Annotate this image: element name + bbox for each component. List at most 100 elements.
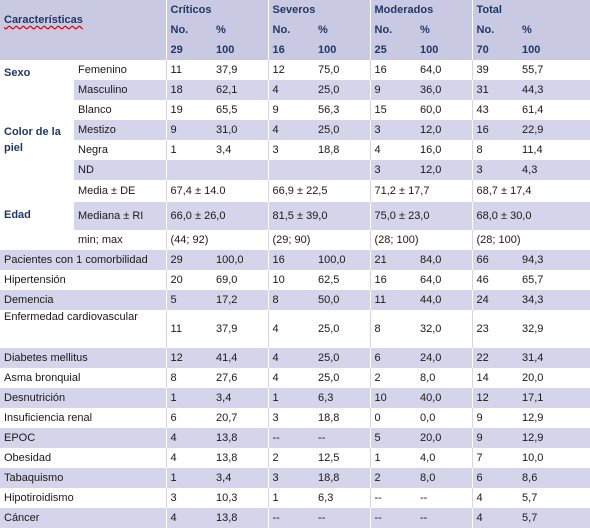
table-cell: 39 <box>471 60 519 80</box>
table-cell: 84,0 <box>416 250 473 270</box>
table-cell: 4 <box>165 508 213 528</box>
table-cell: 16 <box>471 120 519 140</box>
table-cell: 81,5 ± 39,0 <box>267 202 371 230</box>
total-pct-moderados: 100 <box>416 40 473 60</box>
table-cell <box>165 160 213 180</box>
row-label: EPOC <box>0 428 167 448</box>
table-cell: 66,9 ± 22,5 <box>267 180 371 202</box>
total-pct-total: 100 <box>518 40 590 60</box>
row-label: Demencia <box>0 290 167 310</box>
row-label: Diabetes mellitus <box>0 348 167 368</box>
table-cell: 10,0 <box>518 448 590 468</box>
table-cell: 2 <box>369 468 417 488</box>
table-cell: 60,0 <box>416 100 473 120</box>
table-cell: 66 <box>471 250 519 270</box>
row-label: Desnutrición <box>0 388 167 408</box>
table-cell: 12 <box>267 60 315 80</box>
table-row: Insuficiencia renal 6 20,7 3 18,8 0 0,0 … <box>0 408 590 428</box>
table-cell: 11 <box>165 60 213 80</box>
table-cell: 25,0 <box>314 120 371 140</box>
table-cell: (29; 90) <box>267 230 371 250</box>
group-label: Sexo <box>4 68 31 78</box>
total-n-total: 70 <box>471 40 519 60</box>
table-row: Obesidad 4 13,8 2 12,5 1 4,0 7 10,0 <box>0 448 590 468</box>
table-cell: 3 <box>369 160 417 180</box>
table-cell: 5,7 <box>518 508 590 528</box>
table-cell: (28; 100) <box>369 230 473 250</box>
table-cell: 3 <box>267 468 315 488</box>
table-cell: 12 <box>471 388 519 408</box>
table-cell: 71,2 ± 17,7 <box>369 180 473 202</box>
table-cell: 34,3 <box>518 290 590 310</box>
total-n-severos: 16 <box>267 40 315 60</box>
table-cell: 4 <box>369 140 417 160</box>
table-cell: 61,4 <box>518 100 590 120</box>
table-cell: 11 <box>369 290 417 310</box>
group-color-piel: Color de la piel <box>0 100 74 180</box>
table-cell: 20,0 <box>416 428 473 448</box>
header-no: No. <box>471 20 519 40</box>
table-cell: 8 <box>471 140 519 160</box>
table-row: Sexo Femenino 11 37,9 12 75,0 16 64,0 39… <box>0 60 590 100</box>
table-cell: 4 <box>471 508 519 528</box>
table-cell: 12 <box>165 348 213 368</box>
caracteristicas-label: Características <box>4 14 83 26</box>
table-cell: 1 <box>165 140 213 160</box>
total-pct-severos: 100 <box>314 40 371 60</box>
header-group-total: Total <box>471 0 590 20</box>
table-cell: 44,0 <box>416 290 473 310</box>
table-cell: 43 <box>471 100 519 120</box>
table-cell: 24 <box>471 290 519 310</box>
table-cell: 18,8 <box>314 140 371 160</box>
group-label: Edad <box>4 209 31 221</box>
table-cell: 0,0 <box>416 408 473 428</box>
table-cell: 62,1 <box>212 80 269 100</box>
table-cell: 8 <box>267 290 315 310</box>
table-cell <box>314 160 371 180</box>
table-cell: 1 <box>165 468 213 488</box>
table-cell: 10 <box>267 270 315 290</box>
row-label: Obesidad <box>0 448 167 468</box>
table-cell: 3 <box>267 140 315 160</box>
row-label: Blanco <box>74 100 167 120</box>
table-cell: 2 <box>369 368 417 388</box>
header-group-criticos: Críticos <box>165 0 269 20</box>
row-label: Mediana ± RI <box>74 202 167 230</box>
table-cell: 100,0 <box>314 250 371 270</box>
table-cell: 55,7 <box>518 60 590 80</box>
row-label: Hipertensión <box>0 270 167 290</box>
table-cell: 5,7 <box>518 488 590 508</box>
row-label: ND <box>74 160 167 180</box>
header-pct: % <box>212 20 269 40</box>
table-cell: 3 <box>471 160 519 180</box>
table-cell: 4 <box>267 80 315 100</box>
table-cell: 16,0 <box>416 140 473 160</box>
table-cell: 14 <box>471 368 519 388</box>
table-cell: 5 <box>165 290 213 310</box>
row-label: Enfermedad cardiovascular <box>0 310 167 348</box>
table-cell: 31,4 <box>518 348 590 368</box>
table-cell: 9 <box>267 100 315 120</box>
table-cell: 22 <box>471 348 519 368</box>
table-cell: 4 <box>471 488 519 508</box>
table-cell: 1 <box>165 388 213 408</box>
table-cell: 1 <box>267 488 315 508</box>
table-cell: 3,4 <box>212 140 269 160</box>
table-cell: 17,1 <box>518 388 590 408</box>
header-no: No. <box>369 20 417 40</box>
table-cell: 1 <box>267 388 315 408</box>
table-cell: 6,3 <box>314 488 371 508</box>
table-cell: 94,3 <box>518 250 590 270</box>
table-row: Negra 1 3,4 3 18,8 4 16,0 8 11,4 <box>0 140 590 160</box>
table-cell: 69,0 <box>212 270 269 290</box>
table-cell: 66,0 ± 26,0 <box>165 202 269 230</box>
table-cell: 20,0 <box>518 368 590 388</box>
table-row: Mestizo 9 31,0 4 25,0 3 12,0 16 22,9 <box>0 120 590 140</box>
header-row-groups: Características Críticos Severos Moderad… <box>0 0 590 40</box>
table-cell: 9 <box>471 428 519 448</box>
table-cell: 31 <box>471 80 519 100</box>
header-no: No. <box>267 20 315 40</box>
table-cell: 46 <box>471 270 519 290</box>
table-cell: -- <box>267 508 315 528</box>
table-cell: 3,4 <box>212 468 269 488</box>
